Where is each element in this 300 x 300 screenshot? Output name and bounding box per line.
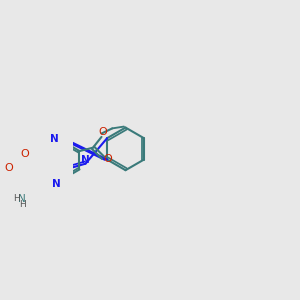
Text: N: N	[18, 194, 26, 204]
Text: N: N	[81, 154, 90, 165]
Text: O: O	[20, 149, 29, 159]
Text: N: N	[52, 179, 61, 189]
Text: O: O	[103, 154, 112, 164]
Text: H: H	[19, 200, 26, 209]
Text: O: O	[98, 128, 107, 137]
Text: N: N	[50, 134, 59, 144]
Text: H: H	[13, 194, 20, 203]
Text: O: O	[4, 164, 13, 173]
